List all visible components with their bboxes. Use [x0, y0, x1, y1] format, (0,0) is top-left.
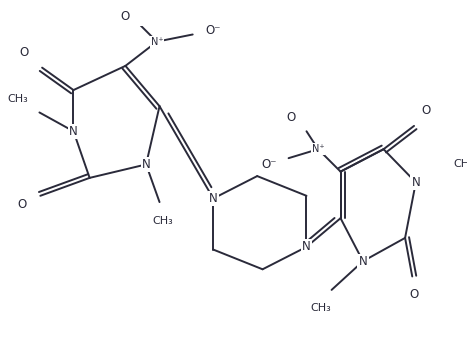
Text: O: O [410, 288, 419, 301]
Text: O: O [121, 10, 130, 23]
Text: N: N [302, 240, 311, 253]
Text: N: N [411, 176, 420, 189]
Text: O⁻: O⁻ [261, 158, 276, 171]
Text: O: O [421, 104, 430, 117]
Text: O⁻: O⁻ [205, 23, 221, 37]
Text: N: N [69, 125, 78, 138]
Text: O: O [287, 111, 296, 124]
Text: CH₃: CH₃ [153, 216, 173, 226]
Text: N⁺: N⁺ [312, 144, 325, 154]
Text: N: N [359, 255, 368, 268]
Text: O: O [18, 198, 27, 211]
Text: CH₃: CH₃ [311, 303, 331, 313]
Text: N⁺: N⁺ [150, 37, 163, 47]
Text: N: N [142, 158, 150, 171]
Text: CH₃: CH₃ [454, 159, 467, 169]
Text: O: O [20, 46, 29, 59]
Text: N: N [209, 192, 218, 205]
Text: CH₃: CH₃ [7, 94, 28, 104]
